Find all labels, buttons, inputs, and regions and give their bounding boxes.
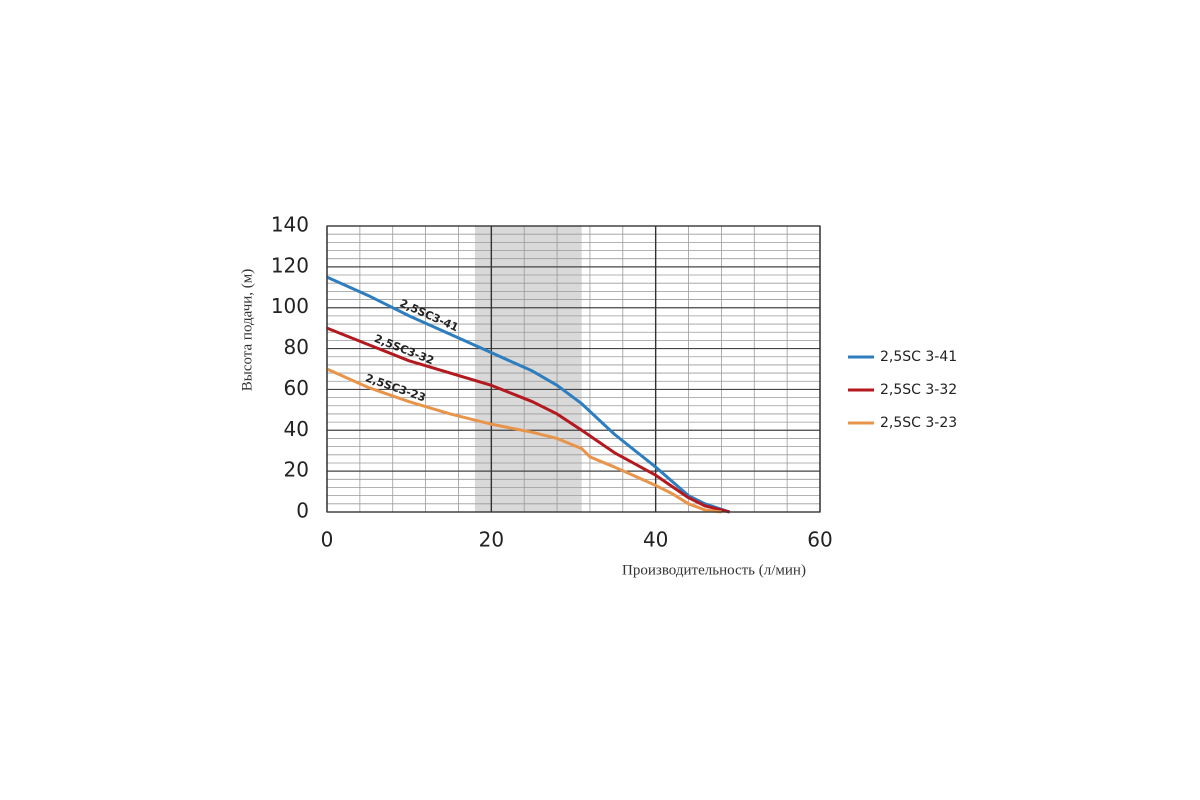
plot-frame	[326, 225, 821, 513]
x-axis-title: Производительность (л/мин)	[622, 562, 806, 578]
y-axis-title: Высота подачи, (м)	[239, 269, 255, 392]
y-tick-label: 80	[284, 335, 309, 359]
legend-label: 2,5SC 3-23	[880, 415, 957, 431]
x-tick-label: 0	[321, 528, 334, 552]
y-tick-label: 40	[284, 417, 309, 441]
legend-label: 2,5SC 3-32	[880, 382, 957, 398]
line	[326, 326, 730, 514]
line	[326, 275, 731, 514]
x-tick-label: 40	[643, 528, 668, 552]
line	[326, 367, 722, 514]
y-tick-label: 0	[296, 499, 309, 523]
y-tick-label: 120	[271, 253, 309, 277]
y-tick-label: 100	[271, 294, 309, 318]
x-tick-label: 20	[479, 528, 504, 552]
y-tick-label: 20	[284, 458, 309, 482]
legend-label: 2,5SC 3-41	[880, 349, 957, 365]
y-tick-label: 60	[284, 376, 309, 400]
x-tick-label: 60	[807, 528, 832, 552]
y-tick-label: 140	[271, 213, 309, 237]
